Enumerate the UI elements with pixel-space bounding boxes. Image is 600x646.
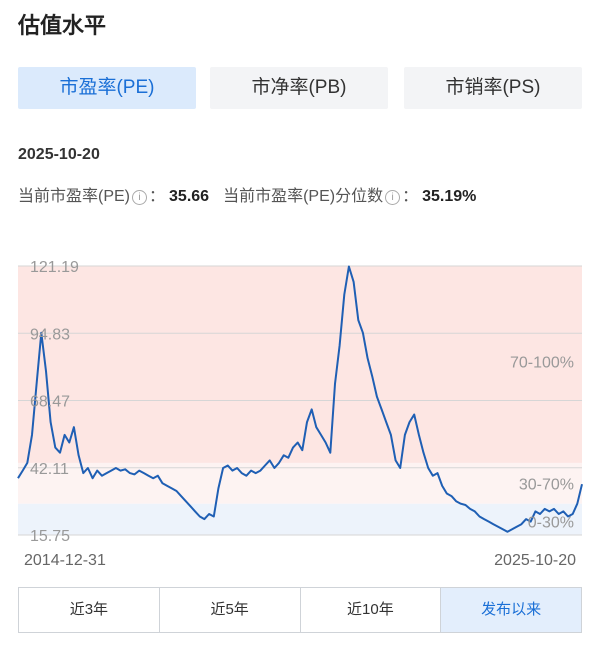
percentile-label: 当前市盈率(PE)分位数 bbox=[223, 188, 384, 205]
range-selector: 近3年 近5年 近10年 发布以来 bbox=[18, 587, 582, 633]
y-tick-label: 121.19 bbox=[30, 259, 79, 276]
band-label: 70-100% bbox=[510, 354, 574, 371]
page-title: 估值水平 bbox=[18, 13, 107, 38]
range-3y-button[interactable]: 近3年 bbox=[19, 588, 160, 632]
pe-summary: 当前市盈率(PE) i： 35.66 当前市盈率(PE)分位数 i： 35.19% bbox=[18, 182, 476, 206]
tab-pb[interactable]: 市净率(PB) bbox=[210, 67, 388, 109]
as-of-date: 2025-10-20 bbox=[18, 146, 100, 163]
valuation-band bbox=[18, 462, 582, 504]
pe-colon: ： bbox=[149, 188, 166, 205]
valuation-band bbox=[18, 503, 582, 535]
y-tick-label: 42.11 bbox=[30, 461, 69, 478]
band-label: 0-30% bbox=[528, 515, 574, 532]
pe-history-chart: 15.75 42.11 68.47 94.83 121.19 70-100% 30-70% 0… bbox=[17, 259, 583, 569]
tab-ps[interactable]: 市销率(PS) bbox=[404, 67, 582, 109]
info-icon[interactable]: i bbox=[385, 190, 401, 205]
pe-label: 当前市盈率(PE) bbox=[18, 188, 131, 205]
valuation-band bbox=[18, 266, 582, 463]
percentile-value: 35.19% bbox=[422, 188, 477, 205]
info-icon[interactable]: i bbox=[132, 190, 148, 205]
x-end-label: 2025-10-20 bbox=[494, 552, 576, 569]
y-tick-label: 15.75 bbox=[30, 528, 70, 545]
tab-pe[interactable]: 市盈率(PE) bbox=[18, 67, 196, 109]
pe-series-line bbox=[17, 265, 583, 533]
x-start-label: 2014-12-31 bbox=[24, 552, 106, 569]
range-since-launch-button[interactable]: 发布以来 bbox=[441, 588, 581, 632]
y-tick-label: 94.83 bbox=[30, 326, 70, 343]
y-tick-label: 68.47 bbox=[30, 394, 70, 411]
metric-tabs: 市盈率(PE) 市净率(PB) 市销率(PS) bbox=[18, 67, 582, 109]
range-5y-button[interactable]: 近5年 bbox=[160, 588, 301, 632]
percentile-colon: ： bbox=[402, 188, 419, 205]
pe-value: 35.66 bbox=[169, 188, 210, 205]
band-label: 30-70% bbox=[519, 476, 574, 493]
range-10y-button[interactable]: 近10年 bbox=[301, 588, 442, 632]
